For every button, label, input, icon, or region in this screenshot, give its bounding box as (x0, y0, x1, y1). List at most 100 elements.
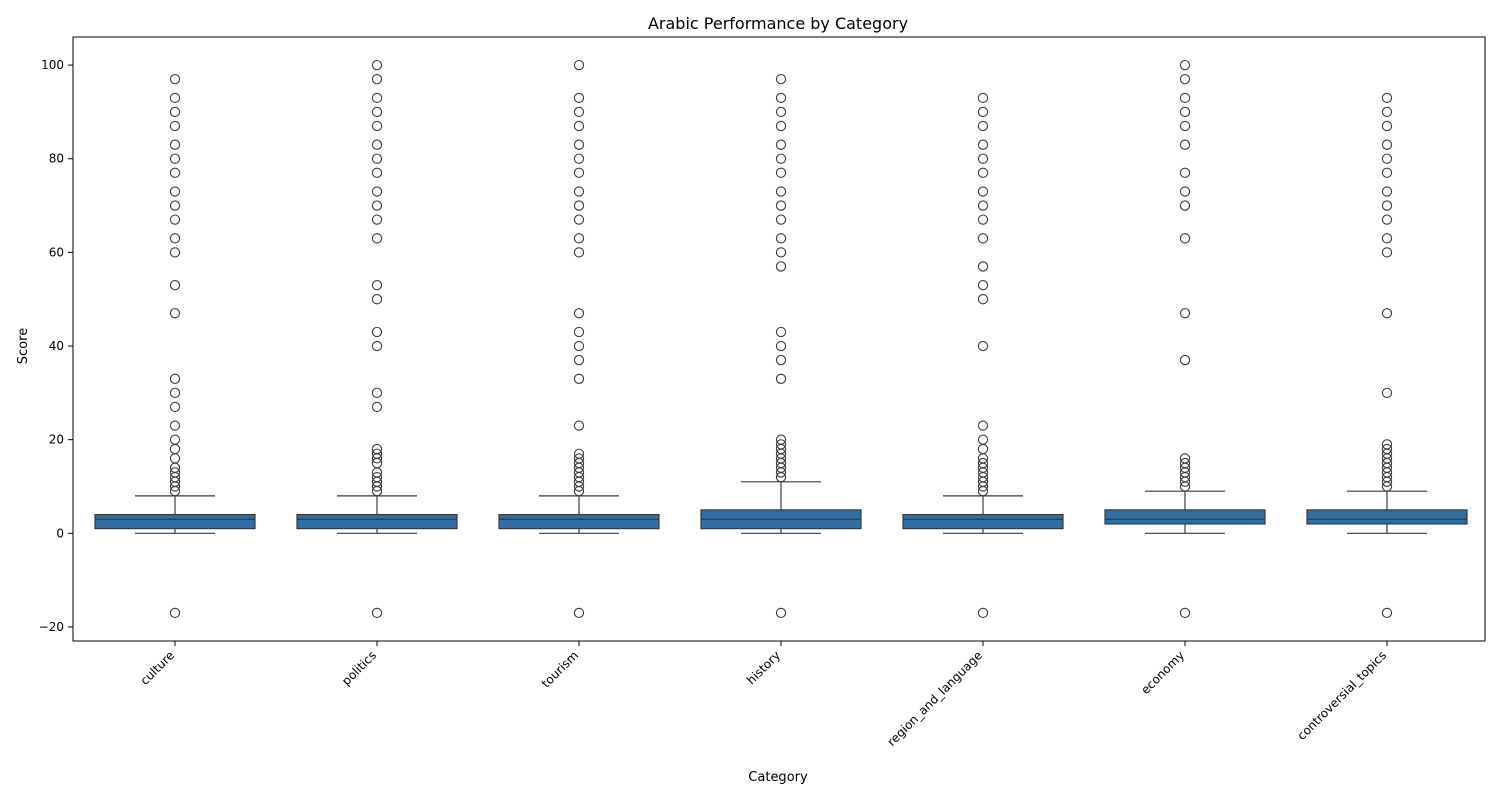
outlier-point (775, 607, 787, 619)
outlier-point (775, 106, 787, 118)
outlier-point (1179, 354, 1191, 366)
outlier-point (169, 233, 181, 244)
outlier-point (775, 200, 787, 211)
outlier-point (371, 340, 383, 352)
outlier-point (371, 139, 383, 150)
outlier-point (573, 233, 585, 244)
outlier-point (775, 373, 787, 384)
outlier-point (1179, 308, 1191, 319)
iqr-box (902, 513, 1064, 530)
outlier-point (977, 120, 989, 132)
outlier-point (1381, 247, 1393, 258)
outlier-point (371, 280, 383, 291)
x-tick-label: region_and_language (884, 648, 985, 749)
outlier-point (573, 153, 585, 164)
outlier-point (1381, 439, 1393, 450)
y-tick-label: 20 (49, 433, 64, 447)
outlier-point (1179, 167, 1191, 178)
outlier-point (371, 387, 383, 398)
plot-frame (72, 36, 1486, 642)
x-tick-label: politics (339, 648, 379, 688)
outlier-point (1381, 92, 1393, 104)
x-tick-label: tourism (539, 648, 581, 690)
outlier-point (977, 92, 989, 104)
outlier-point (169, 106, 181, 118)
outlier-point (371, 607, 383, 619)
outlier-point (1381, 607, 1393, 619)
outlier-point (977, 340, 989, 352)
outlier-point (573, 607, 585, 619)
outlier-point (371, 326, 383, 338)
outlier-point (1179, 457, 1191, 469)
outlier-point (977, 261, 989, 272)
outlier-point (169, 139, 181, 150)
outlier-point (573, 92, 585, 104)
y-tick-label: 40 (49, 339, 64, 353)
outlier-point (573, 167, 585, 178)
outlier-point (169, 186, 181, 197)
outlier-point (169, 443, 181, 455)
outlier-point (169, 120, 181, 132)
outlier-point (169, 420, 181, 431)
outlier-point (573, 373, 585, 384)
outlier-point (1381, 214, 1393, 225)
outlier-point (1381, 387, 1393, 398)
outlier-point (573, 120, 585, 132)
outlier-point (371, 233, 383, 244)
outlier-point (169, 200, 181, 211)
outlier-point (1179, 106, 1191, 118)
outlier-point (775, 120, 787, 132)
outlier-point (1381, 153, 1393, 164)
outlier-point (977, 294, 989, 305)
box-tourism (498, 59, 660, 619)
outlier-point (169, 387, 181, 398)
x-axis-label: Category (748, 770, 808, 785)
outlier-point (573, 453, 585, 464)
y-tick-label: 100 (41, 58, 64, 72)
outlier-point (775, 92, 787, 104)
outlier-point (977, 434, 989, 445)
outlier-point (371, 448, 383, 459)
outlier-point (573, 340, 585, 352)
outlier-point (371, 401, 383, 413)
outlier-point (169, 153, 181, 164)
iqr-box (498, 513, 660, 530)
outlier-point (977, 233, 989, 244)
outlier-point (977, 200, 989, 211)
outlier-point (573, 214, 585, 225)
axes: −20 0 20 40 60 80 100 culture politics tourism his… (39, 58, 1389, 749)
outlier-point (371, 186, 383, 197)
outlier-point (169, 214, 181, 225)
outlier-point (1179, 59, 1191, 71)
outlier-point (977, 214, 989, 225)
outlier-point (775, 439, 787, 450)
box-economy (1104, 59, 1266, 619)
outlier-point (1179, 186, 1191, 197)
outlier-point (1179, 139, 1191, 150)
x-tick-label: history (744, 648, 783, 687)
outlier-point (1179, 453, 1191, 464)
plot-area (94, 59, 1468, 619)
outlier-point (1179, 120, 1191, 132)
outlier-point (775, 153, 787, 164)
outlier-point (371, 73, 383, 85)
outlier-point (977, 280, 989, 291)
outlier-point (977, 153, 989, 164)
outlier-point (1381, 120, 1393, 132)
box-history (700, 73, 862, 619)
outlier-point (775, 186, 787, 197)
outlier-point (977, 443, 989, 455)
outlier-point (573, 247, 585, 258)
x-tick-label: controversial_topics (1295, 648, 1390, 743)
outlier-point (169, 280, 181, 291)
outlier-point (1179, 92, 1191, 104)
box-politics (296, 59, 458, 619)
box-controversial_topics (1306, 92, 1468, 619)
outlier-point (1381, 186, 1393, 197)
outlier-point (775, 139, 787, 150)
outlier-point (169, 373, 181, 384)
outlier-point (1381, 443, 1393, 455)
outlier-point (169, 308, 181, 319)
outlier-point (1179, 607, 1191, 619)
